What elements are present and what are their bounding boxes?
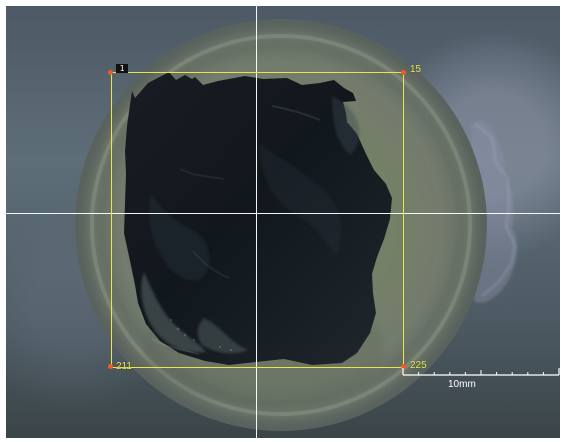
roi-corner-bottom-right-handle[interactable]	[401, 364, 406, 369]
roi-corner-top-right-handle[interactable]	[401, 70, 406, 75]
roi-box[interactable]	[111, 72, 404, 368]
roi-corner-bottom-left-handle[interactable]	[108, 364, 113, 369]
roi-corner-bottom-left-label: 211	[116, 361, 132, 372]
roi-corner-top-right-label: 15	[410, 64, 422, 75]
scale-bar-label: 10mm	[448, 379, 476, 390]
roi-corner-bottom-right-label: 225	[410, 360, 427, 371]
scale-bar: 10mm	[402, 354, 560, 398]
microscope-viewport[interactable]: 1 15 211 225 10mm	[6, 6, 560, 438]
roi-corner-top-left-handle[interactable]	[108, 70, 113, 75]
roi-id-badge: 1	[116, 64, 128, 73]
scale-bar-graphic	[402, 368, 560, 376]
specimen-image	[75, 19, 518, 431]
